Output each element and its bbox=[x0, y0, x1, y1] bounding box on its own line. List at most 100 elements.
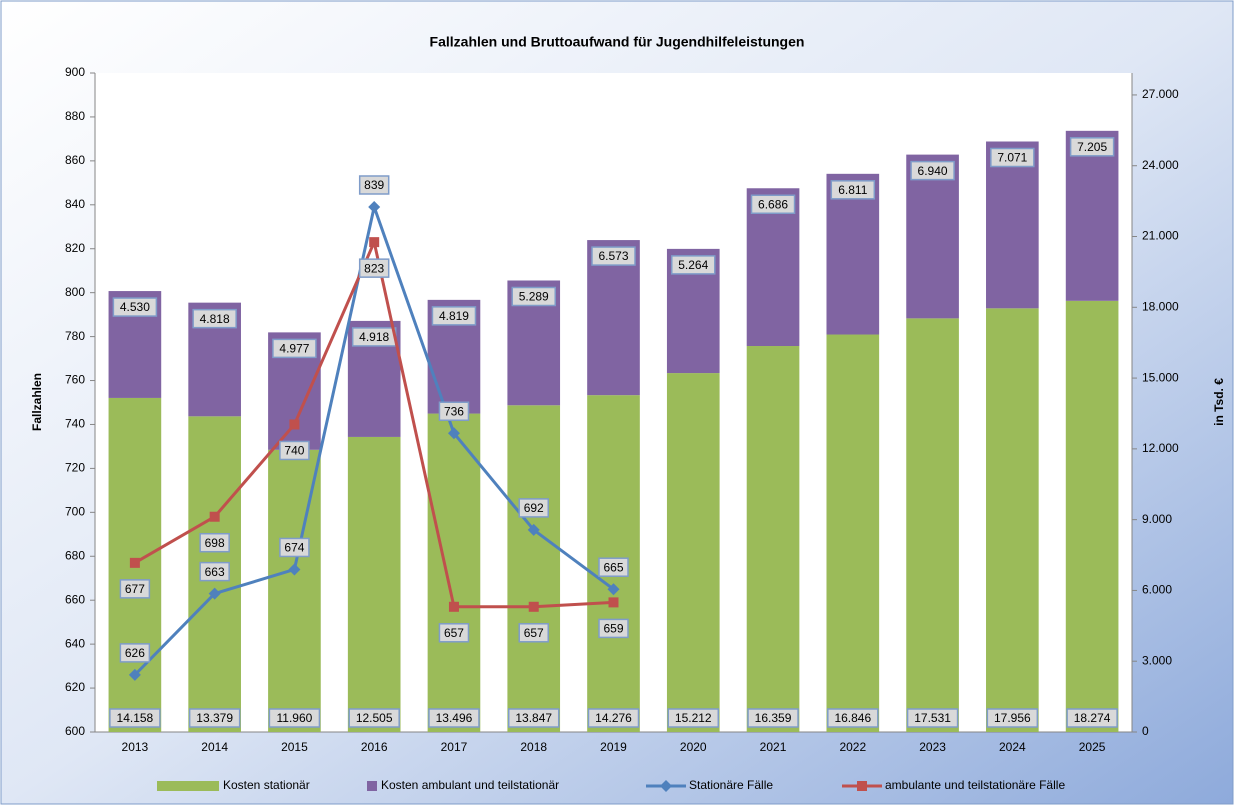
x-tick-label: 2022 bbox=[839, 740, 866, 754]
bar-value-label-box bbox=[192, 308, 237, 329]
line-value-label: 626 bbox=[125, 646, 145, 660]
bar-value-label: 5.289 bbox=[519, 290, 549, 304]
bar-value-label-box bbox=[1069, 137, 1115, 157]
bar-value-label-box bbox=[910, 160, 955, 181]
bar-value-label-box bbox=[511, 286, 556, 307]
bar-value-label-box bbox=[830, 180, 876, 200]
bar-value-label: 17.956 bbox=[994, 711, 1031, 725]
line-value-label: 839 bbox=[364, 178, 384, 192]
marker bbox=[607, 583, 620, 596]
bar-value-label: 4.818 bbox=[200, 312, 230, 326]
marker bbox=[209, 511, 220, 522]
bar-value-label-box bbox=[188, 708, 241, 728]
y-tick-label: 660 bbox=[65, 592, 85, 606]
bar-value-label-box bbox=[827, 708, 879, 728]
y-tick-label: 780 bbox=[65, 329, 85, 343]
line-value-label: 740 bbox=[284, 444, 304, 458]
line-value-label-box bbox=[438, 401, 470, 422]
y2-tick-label: 18.000 bbox=[1142, 299, 1179, 313]
y-tick-label: 720 bbox=[65, 461, 85, 475]
marker bbox=[447, 427, 460, 440]
y2-tick-label: 6.000 bbox=[1142, 583, 1172, 597]
bar bbox=[746, 188, 800, 347]
y-tick-label: 600 bbox=[65, 724, 85, 738]
bar-value-label: 14.276 bbox=[595, 711, 632, 725]
line-value-label: 663 bbox=[205, 565, 225, 579]
line-value-label-box bbox=[518, 498, 549, 518]
bar bbox=[507, 405, 561, 732]
bar-value-label: 4.918 bbox=[359, 330, 389, 344]
bar-value-label: 13.496 bbox=[436, 711, 473, 725]
bar bbox=[986, 141, 1039, 309]
bar-value-label-box bbox=[112, 297, 158, 317]
bar bbox=[427, 413, 481, 732]
marker bbox=[608, 597, 619, 608]
bar-value-label: 13.847 bbox=[515, 711, 552, 725]
y-tick-label: 800 bbox=[65, 285, 85, 299]
line-value-label: 674 bbox=[284, 541, 304, 555]
bar-value-label: 16.359 bbox=[755, 711, 792, 725]
y2-tick-label: 3.000 bbox=[1142, 653, 1172, 667]
line-value-label-box bbox=[279, 537, 310, 558]
line-value-label: 657 bbox=[444, 626, 464, 640]
bar-value-label: 4.977 bbox=[279, 342, 309, 356]
bar-value-label: 7.071 bbox=[997, 151, 1027, 165]
bar bbox=[587, 240, 640, 396]
bar-value-label: 14.158 bbox=[117, 711, 154, 725]
legend-marker bbox=[660, 780, 672, 792]
bar bbox=[906, 154, 959, 319]
marker bbox=[368, 200, 381, 213]
y-tick-label: 900 bbox=[65, 65, 85, 79]
x-tick-label: 2014 bbox=[201, 740, 228, 754]
y-tick-label: 740 bbox=[65, 417, 85, 431]
x-tick-label: 2018 bbox=[520, 740, 547, 754]
y2-tick-label: 12.000 bbox=[1142, 441, 1179, 455]
bar-value-label-box bbox=[750, 194, 796, 215]
line-value-label-box bbox=[358, 175, 390, 195]
bar-value-label: 4.530 bbox=[120, 300, 150, 314]
line-value-label-box bbox=[598, 618, 629, 639]
x-tick-label: 2013 bbox=[122, 740, 149, 754]
x-tick-label: 2024 bbox=[999, 740, 1026, 754]
y2-tick-label: 15.000 bbox=[1142, 370, 1179, 384]
bar-value-label-box bbox=[990, 147, 1035, 168]
bar bbox=[986, 308, 1039, 732]
bar-value-label-box bbox=[587, 708, 640, 728]
line-value-label-box bbox=[518, 623, 549, 643]
line-value-label-box bbox=[358, 258, 390, 278]
line-value-label: 736 bbox=[444, 404, 464, 418]
marker bbox=[128, 668, 141, 681]
marker bbox=[129, 557, 140, 568]
line-value-label-box bbox=[279, 440, 310, 461]
y-tick-label: 640 bbox=[65, 636, 85, 650]
marker bbox=[288, 563, 301, 576]
y-tick-label: 760 bbox=[65, 373, 85, 387]
x-tick-label: 2020 bbox=[680, 740, 707, 754]
legend-label: Kosten ambulant und teilstationär bbox=[381, 778, 559, 792]
line-value-label: 665 bbox=[603, 560, 623, 574]
y2-tick-label: 9.000 bbox=[1142, 512, 1172, 526]
bar-value-label-box bbox=[507, 708, 560, 728]
legend-label: Kosten stationär bbox=[223, 778, 310, 792]
bar bbox=[268, 449, 321, 732]
bar bbox=[347, 436, 401, 732]
bar-value-label-box bbox=[109, 708, 161, 728]
bar-value-label-box bbox=[747, 708, 799, 728]
line-value-label-box bbox=[119, 643, 151, 663]
x-tick-label: 2017 bbox=[441, 740, 468, 754]
bar bbox=[666, 373, 720, 732]
bar-value-label-box bbox=[591, 246, 636, 266]
x-tick-label: 2021 bbox=[760, 740, 787, 754]
bar-value-label-box bbox=[268, 708, 321, 728]
line-value-label-box bbox=[199, 561, 230, 582]
bar-value-label: 12.505 bbox=[356, 711, 393, 725]
bar-value-label-box bbox=[428, 708, 480, 728]
legend-swatch bbox=[157, 781, 219, 791]
marker bbox=[208, 587, 221, 600]
marker bbox=[528, 601, 539, 612]
bar-value-label-box bbox=[1066, 708, 1118, 728]
bar-value-label: 4.819 bbox=[439, 309, 469, 323]
bar-value-label: 6.686 bbox=[758, 197, 788, 211]
bar-value-label: 17.531 bbox=[914, 711, 951, 725]
legend-marker bbox=[857, 781, 867, 791]
